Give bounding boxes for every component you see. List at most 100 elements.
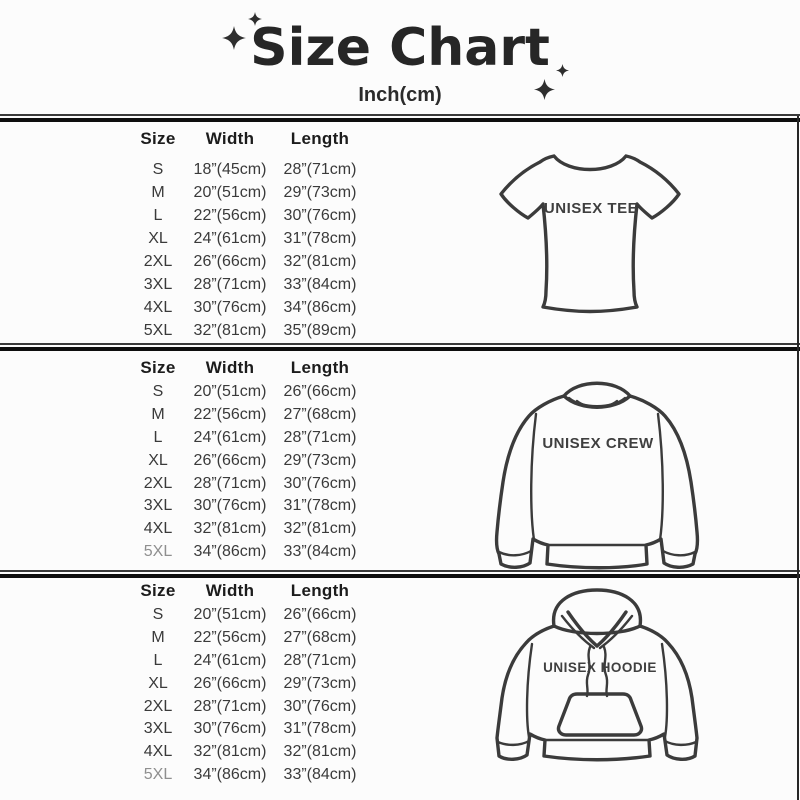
column-header-length: Length [290, 581, 350, 600]
sleeve-seam-right [656, 412, 664, 542]
width-cell: 34”(86cm) [193, 542, 267, 560]
cuff-line-left [497, 549, 533, 557]
column-header-size: Size [140, 358, 176, 377]
size-cell: XL [148, 451, 168, 469]
width-cell: 32”(81cm) [193, 743, 267, 761]
size-cell: 2XL [143, 474, 173, 492]
column-header-size: Size [140, 581, 176, 600]
column-header-width: Width [205, 129, 255, 148]
sparkle-icon [556, 64, 569, 77]
sparkle-icon [248, 12, 262, 26]
column-header-width: Width [205, 581, 255, 600]
width-cell: 24”(61cm) [193, 428, 267, 446]
size-cell: S [152, 606, 164, 624]
length-cell: 32”(81cm) [283, 252, 357, 270]
width-cell: 28”(71cm) [193, 275, 267, 293]
length-cell: 35”(89cm) [283, 321, 357, 339]
sparkle-icon [222, 26, 246, 50]
length-cell: 31”(78cm) [283, 720, 357, 738]
size-cell: 2XL [143, 697, 173, 715]
size-cell: 5XL [143, 321, 173, 339]
units-subtitle: Inch(cm) [358, 84, 442, 106]
size-cell: 3XL [143, 275, 173, 293]
unisex-tee-illustration: UNISEX TEE [499, 154, 681, 314]
size-cell: 2XL [143, 252, 173, 270]
size-cell: 3XL [143, 720, 173, 738]
length-cell: 32”(81cm) [283, 520, 357, 538]
tshirt-outline [499, 154, 681, 314]
length-cell: 32”(81cm) [283, 743, 357, 761]
sweatshirt-outline [494, 394, 700, 570]
hood-opening-right [595, 610, 628, 648]
width-cell: 20”(51cm) [193, 183, 267, 201]
width-cell: 24”(61cm) [193, 651, 267, 669]
width-cell: 28”(71cm) [193, 697, 267, 715]
size-cell: M [151, 183, 165, 201]
width-cell: 22”(56cm) [193, 629, 267, 647]
sparkle-icon [534, 79, 555, 100]
hood-opening-left [566, 610, 599, 648]
length-cell: 29”(73cm) [283, 451, 357, 469]
width-cell: 20”(51cm) [193, 606, 267, 624]
size-cell: 5XL [143, 765, 173, 783]
length-cell: 33”(84cm) [283, 275, 357, 293]
page-right-border [797, 116, 799, 800]
width-cell: 30”(76cm) [193, 497, 267, 515]
length-cell: 28”(71cm) [283, 428, 357, 446]
length-cell: 26”(66cm) [283, 606, 357, 624]
hoodie-size-table: Size Width Length S 20”(51cm) 26”(66cm) … [130, 578, 366, 786]
drawstring-left [585, 645, 592, 698]
hood-outline [551, 588, 643, 628]
size-cell: M [151, 629, 165, 647]
width-cell: 34”(86cm) [193, 765, 267, 783]
length-cell: 27”(68cm) [283, 406, 357, 424]
section-divider [0, 343, 800, 351]
page-title: Size Chart [250, 18, 550, 78]
unisex-crew-illustration: UNISEX CREW [494, 381, 700, 570]
size-cell: 5XL [143, 542, 173, 560]
section-divider [0, 570, 800, 578]
sleeve-seam-left [525, 642, 534, 739]
width-cell: 28”(71cm) [193, 474, 267, 492]
length-cell: 30”(76cm) [283, 697, 357, 715]
cuff-line-left [496, 739, 531, 747]
crew-size-table: Size Width Length S 20”(51cm) 26”(66cm) … [130, 355, 366, 563]
collar-rib-line [575, 399, 619, 409]
garment-label: UNISEX HOODIE [543, 660, 657, 675]
sleeve-seam-right [660, 642, 669, 739]
size-cell: 3XL [143, 497, 173, 515]
width-cell: 22”(56cm) [193, 406, 267, 424]
width-cell: 32”(81cm) [193, 520, 267, 538]
garment-label: UNISEX TEE [544, 200, 638, 217]
length-cell: 30”(76cm) [283, 206, 357, 224]
unisex-hoodie-illustration: UNISEX HOODIE [495, 588, 699, 762]
length-cell: 29”(73cm) [283, 183, 357, 201]
section-divider [0, 114, 800, 122]
length-cell: 31”(78cm) [283, 229, 357, 247]
width-cell: 30”(76cm) [193, 720, 267, 738]
width-cell: 24”(61cm) [193, 229, 267, 247]
size-cell: S [152, 383, 164, 401]
length-cell: 33”(84cm) [283, 542, 357, 560]
size-cell: L [153, 428, 163, 446]
length-cell: 28”(71cm) [283, 160, 357, 178]
size-cell: XL [148, 229, 168, 247]
size-cell: 4XL [143, 743, 173, 761]
length-cell: 27”(68cm) [283, 629, 357, 647]
drawstring-right [602, 645, 609, 698]
length-cell: 28”(71cm) [283, 651, 357, 669]
width-cell: 30”(76cm) [193, 298, 267, 316]
width-cell: 20”(51cm) [193, 383, 267, 401]
hood-rim-left [560, 614, 596, 650]
width-cell: 26”(66cm) [193, 252, 267, 270]
collar-outline [562, 381, 632, 398]
size-cell: L [153, 651, 163, 669]
length-cell: 26”(66cm) [283, 383, 357, 401]
kangaroo-pocket [556, 692, 644, 737]
length-cell: 33”(84cm) [283, 765, 357, 783]
size-cell: S [152, 160, 164, 178]
size-cell: 4XL [143, 298, 173, 316]
length-cell: 29”(73cm) [283, 674, 357, 692]
width-cell: 32”(81cm) [193, 321, 267, 339]
